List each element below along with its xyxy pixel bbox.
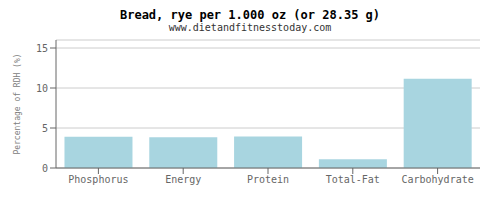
svg-text:Percentage of RDH (%): Percentage of RDH (%) — [13, 53, 22, 154]
svg-text:15: 15 — [36, 43, 48, 54]
svg-text:Energy: Energy — [165, 174, 201, 185]
svg-text:0: 0 — [42, 163, 48, 174]
svg-text:10: 10 — [36, 83, 48, 94]
svg-text:Phosphorus: Phosphorus — [68, 174, 128, 185]
svg-text:Carbohydrate: Carbohydrate — [401, 174, 473, 185]
svg-text:Protein: Protein — [247, 174, 289, 185]
html-text:Bread, rye per 1.000 oz (or 28: Bread, rye per 1.000 oz (or 28.35 g) — [120, 8, 380, 22]
html-text:www.dietandfitnesstoday.com: www.dietandfitnesstoday.com — [168, 22, 332, 33]
svg-text:5: 5 — [42, 123, 48, 134]
svg-text:Total-Fat: Total-Fat — [326, 174, 380, 185]
